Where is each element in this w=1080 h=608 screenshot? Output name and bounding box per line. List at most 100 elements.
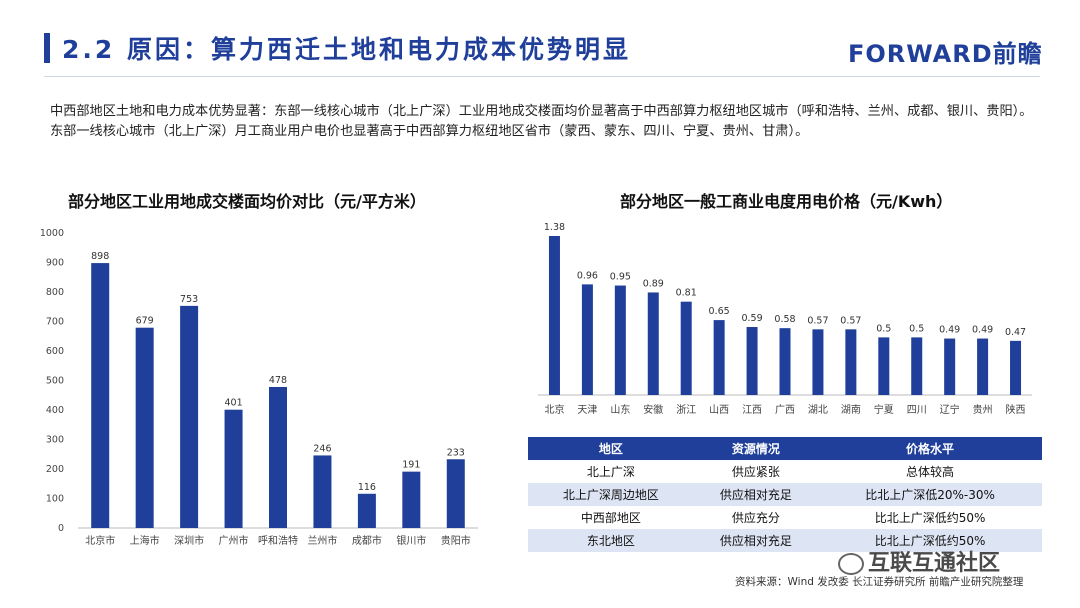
bar bbox=[779, 328, 791, 395]
wechat-icon bbox=[838, 553, 864, 575]
x-tick-label: 成都市 bbox=[352, 534, 382, 547]
y-tick-label: 200 bbox=[46, 464, 64, 475]
x-tick-label: 宁夏 bbox=[874, 403, 894, 416]
data-label: 0.5 bbox=[876, 323, 891, 334]
bar bbox=[1010, 340, 1022, 395]
watermark: 互联互通社区 bbox=[838, 545, 1000, 577]
source-note: 资料来源：Wind 发改委 长江证券研究所 前瞻产业研究院整理 bbox=[735, 576, 1024, 588]
bar bbox=[269, 386, 287, 528]
data-label: 478 bbox=[269, 375, 287, 386]
bar bbox=[581, 284, 593, 395]
data-label: 246 bbox=[313, 443, 331, 454]
x-tick-label: 辽宁 bbox=[940, 403, 960, 416]
data-label: 191 bbox=[402, 460, 420, 471]
x-tick-label: 天津 bbox=[577, 404, 597, 416]
bar bbox=[878, 337, 890, 395]
power-price-chart-title: 部分地区一般工商业电度用电价格（元/Kwh） bbox=[620, 192, 953, 211]
table-cell: 比北上广深低20%-30% bbox=[818, 483, 1042, 506]
y-tick-label: 0 bbox=[58, 523, 64, 534]
bar bbox=[402, 471, 421, 528]
data-label: 0.49 bbox=[939, 325, 960, 336]
table-cell: 中西部地区 bbox=[528, 506, 694, 529]
data-label: 679 bbox=[136, 316, 154, 327]
bar bbox=[224, 409, 243, 528]
bar bbox=[746, 327, 758, 395]
table-cell: 比北上广深低约50% bbox=[818, 506, 1042, 529]
x-tick-label: 山西 bbox=[709, 404, 729, 416]
bar bbox=[180, 305, 199, 528]
table-cell: 供应相对充足 bbox=[693, 483, 819, 506]
bar bbox=[446, 459, 465, 528]
x-tick-label: 湖北 bbox=[808, 404, 828, 416]
land-price-chart-title: 部分地区工业用地成交楼面均价对比（元/平方米） bbox=[68, 192, 426, 211]
y-tick-label: 300 bbox=[46, 435, 64, 446]
data-label: 1.38 bbox=[544, 222, 565, 233]
table-header-resource: 资源情况 bbox=[693, 437, 819, 460]
title-accent-bar bbox=[44, 33, 50, 63]
x-tick-label: 贵州 bbox=[973, 403, 993, 416]
table-header-region: 地区 bbox=[528, 437, 694, 460]
data-label: 898 bbox=[91, 251, 109, 262]
x-tick-label: 兰州市 bbox=[307, 534, 337, 547]
y-tick-label: 600 bbox=[46, 346, 64, 357]
x-tick-label: 深圳市 bbox=[174, 534, 204, 547]
bar bbox=[977, 338, 989, 395]
data-label: 0.57 bbox=[840, 315, 861, 326]
data-label: 0.81 bbox=[676, 288, 697, 299]
data-label: 233 bbox=[447, 447, 465, 458]
x-tick-label: 安徽 bbox=[643, 403, 663, 416]
x-tick-label: 山东 bbox=[610, 403, 630, 416]
bar bbox=[944, 338, 956, 395]
x-tick-label: 北京 bbox=[544, 403, 564, 416]
data-label: 116 bbox=[358, 482, 376, 493]
data-label: 753 bbox=[180, 294, 198, 305]
data-label: 0.57 bbox=[807, 315, 828, 326]
table-cell: 北上广深 bbox=[528, 460, 694, 483]
data-label: 0.49 bbox=[972, 325, 993, 336]
bar bbox=[812, 329, 824, 395]
table-cell: 供应相对充足 bbox=[693, 529, 819, 552]
y-tick-label: 500 bbox=[46, 376, 64, 387]
x-tick-label: 广西 bbox=[775, 404, 795, 416]
table-cell: 供应紧张 bbox=[693, 460, 819, 483]
page-title: 2.2 原因：算力西迁土地和电力成本优势明显 bbox=[62, 35, 631, 64]
data-label: 0.89 bbox=[643, 278, 664, 289]
x-tick-label: 广州市 bbox=[219, 534, 249, 547]
y-tick-label: 400 bbox=[46, 405, 64, 416]
table-header-row: 地区 资源情况 价格水平 bbox=[528, 437, 1042, 460]
table-cell: 总体较高 bbox=[818, 460, 1042, 483]
data-label: 0.58 bbox=[774, 314, 795, 325]
data-label: 0.65 bbox=[709, 306, 730, 317]
bar bbox=[91, 263, 110, 528]
table-cell: 东北地区 bbox=[528, 529, 694, 552]
brand-logo: FORWARD前瞻 bbox=[848, 40, 1043, 68]
table-row: 北上广深周边地区 供应相对充足 比北上广深低20%-30% bbox=[528, 483, 1042, 506]
x-tick-label: 贵阳市 bbox=[441, 534, 471, 547]
bar bbox=[135, 327, 154, 528]
bar bbox=[713, 320, 725, 395]
x-tick-label: 四川 bbox=[907, 405, 927, 416]
watermark-text: 互联互通社区 bbox=[868, 551, 1001, 576]
bar bbox=[911, 337, 923, 395]
x-tick-label: 呼和浩特 bbox=[258, 535, 298, 547]
y-tick-label: 1000 bbox=[40, 228, 64, 239]
intro-paragraph: 中西部地区土地和电力成本优势显著：东部一线核心城市（北上广深）工业用地成交楼面均… bbox=[50, 104, 1033, 139]
bar bbox=[357, 493, 376, 528]
data-label: 401 bbox=[224, 398, 242, 409]
data-label: 0.5 bbox=[909, 323, 924, 334]
y-tick-label: 900 bbox=[46, 258, 64, 269]
table-cell: 比北上广深低约50% bbox=[818, 529, 1042, 552]
data-label: 0.59 bbox=[741, 313, 762, 324]
x-tick-label: 浙江 bbox=[676, 404, 696, 416]
title-divider bbox=[44, 76, 1040, 77]
x-tick-label: 江西 bbox=[742, 404, 762, 416]
table-cell: 北上广深周边地区 bbox=[528, 483, 694, 506]
y-tick-label: 100 bbox=[46, 494, 64, 505]
bar bbox=[548, 236, 560, 395]
table-row: 东北地区 供应相对充足 比北上广深低约50% bbox=[528, 529, 1042, 552]
bar bbox=[313, 455, 332, 528]
resource-price-table: 地区 资源情况 价格水平 北上广深 供应紧张 总体较高 北上广深周边地区 供应相… bbox=[528, 437, 1042, 552]
data-label: 0.96 bbox=[577, 270, 598, 281]
bar bbox=[614, 285, 626, 395]
